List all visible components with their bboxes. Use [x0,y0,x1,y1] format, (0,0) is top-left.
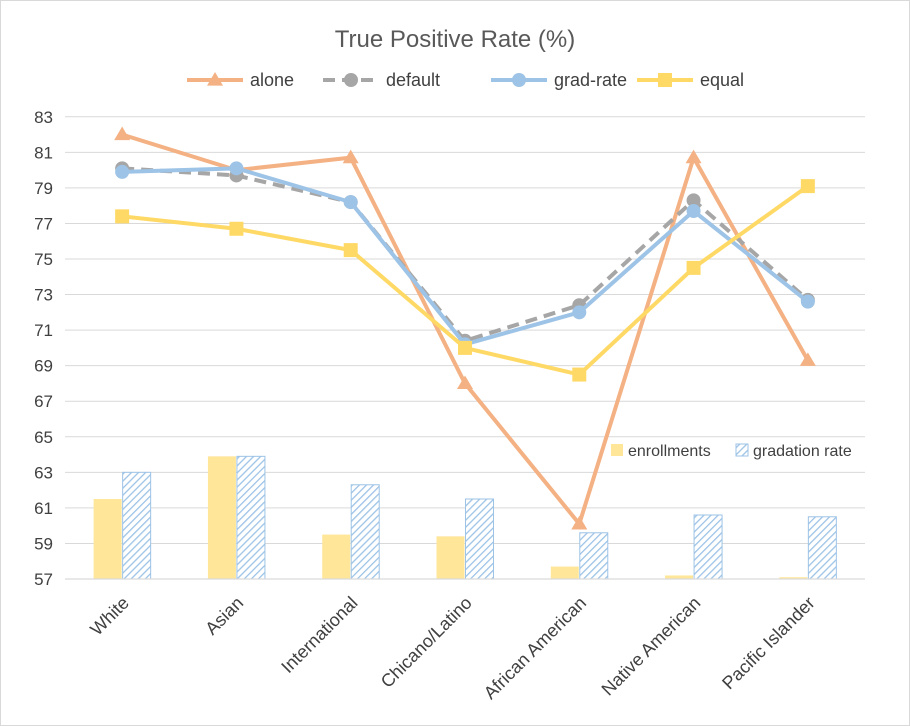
y-tick-label: 69 [34,357,53,376]
legend-marker-grad-rate [512,73,526,87]
point-equal [229,221,244,236]
point-equal [343,243,358,258]
bar-enrollments [779,577,808,579]
point-alone [571,515,588,530]
y-tick-label: 61 [34,499,53,518]
axis-layer: 57 59 61 63 65 67 69 71 73 75 77 79 81 83 White Asian In… [34,108,865,703]
point-grad-rate [115,164,130,179]
x-tick-label: International [277,593,361,677]
line-grad-rate [122,166,810,347]
bar-enrollments [322,534,351,579]
point-grad-rate [572,305,587,320]
bar-enrollments [207,456,236,579]
legend-marker-equal [658,73,672,87]
y-tick-label: 73 [34,286,53,305]
point-equal [686,260,701,275]
legend-label-equal: equal [700,70,744,90]
legend-marker-default [344,73,358,87]
point-alone [114,126,131,141]
bar-enrollments [550,566,579,579]
legend-label-default: default [386,70,440,90]
point-equal [800,179,815,194]
line-default [122,166,810,343]
legend-swatch-gradation-rate [735,443,749,457]
point-alone [457,375,473,390]
point-equal [572,367,587,382]
bar-gradation-rate [693,514,723,580]
legend-label-alone: alone [250,70,294,90]
point-grad-rate [686,204,701,218]
chart-title: True Positive Rate (%) [335,26,576,53]
y-tick-label: 71 [34,321,53,340]
bar-gradation-rate [350,484,380,580]
x-tick-label: Chicano/Latino [377,593,476,692]
legend-swatch-enrollments [611,444,623,456]
y-tick-label: 77 [34,214,53,233]
y-tick-label: 83 [34,108,53,127]
point-default [686,193,701,208]
y-tick-label: 59 [34,534,53,553]
point-equal [458,340,472,355]
point-grad-rate [800,294,815,309]
y-tick-label: 65 [34,428,53,447]
bar-gradation-rate [122,471,152,580]
point-alone [685,149,702,164]
x-tick-label: Pacific Islander [718,593,818,693]
y-tick-label: 57 [34,570,53,589]
y-tick-label: 79 [34,179,53,198]
legend-label-grad-rate: grad-rate [554,70,627,90]
bar-gradation-rate [236,455,266,580]
bar-gradation-rate [579,532,609,580]
x-tick-label: White [86,593,133,640]
x-tick-label: African American [480,593,590,703]
legend-label-gradation-rate: gradation rate [753,443,852,460]
point-alone [799,352,816,366]
bar-gradation-rate [807,516,837,580]
legend-marker-alone [207,72,223,86]
y-tick-label: 67 [34,392,53,411]
point-grad-rate [229,161,244,176]
bar-gradation-rate [465,498,494,580]
point-grad-rate [343,195,358,210]
x-tick-label: Native American [598,593,705,700]
bar-enrollments [665,575,694,579]
point-equal [115,209,130,224]
bar-layer [93,455,837,580]
legend-layer: alone default grad-rate equal enrollments gra… [187,70,852,460]
line-layer [114,126,816,530]
y-tick-label: 81 [34,143,53,162]
bar-enrollments [436,536,465,579]
legend-label-enrollments: enrollments [628,443,711,460]
y-tick-label: 75 [34,250,53,269]
grid-layer [65,116,865,544]
y-tick-label: 63 [34,463,53,482]
point-alone [342,149,359,164]
x-tick-label: Asian [201,593,247,639]
bar-enrollments [93,499,122,579]
